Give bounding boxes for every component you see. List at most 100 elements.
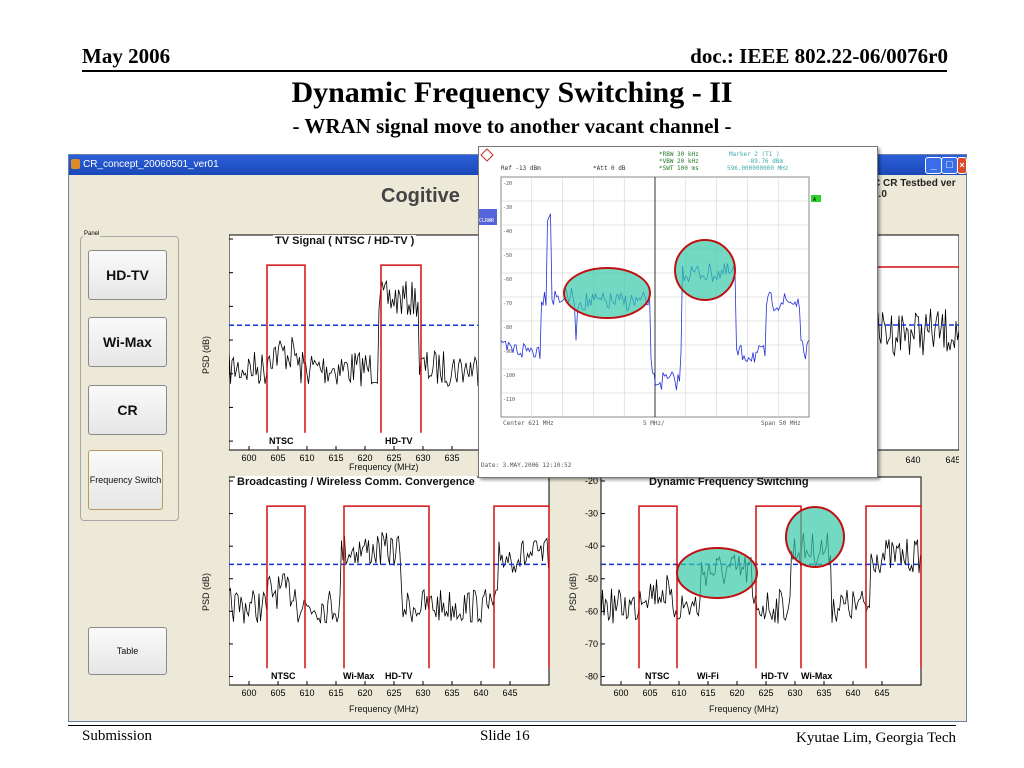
- x-tick-label: 610: [671, 688, 686, 698]
- x-tick-label: 600: [241, 453, 256, 463]
- dfs-plot-title: Dynamic Frequency Switching: [647, 476, 811, 488]
- signal-label: Wi-Max: [801, 671, 832, 681]
- analyzer-display: *RBW 30 kHz*VBW 20 kHz*SWT 100 ms Ref -13…: [479, 148, 821, 469]
- frequency-switch-button[interactable]: Frequency Switch: [88, 450, 163, 510]
- analyzer-ytick: -30: [503, 205, 512, 211]
- channel-mask: [266, 264, 306, 433]
- footer-left: Submission: [82, 728, 153, 744]
- tv-ylabel: PSD (dB): [201, 335, 212, 375]
- dfs-xlabel: Frequency (MHz): [709, 704, 779, 714]
- div-label: 5 MHz/: [643, 420, 665, 427]
- x-tick-label: 645: [502, 688, 517, 698]
- analyzer-ellipse-right: [674, 239, 736, 301]
- analyzer-ytick: -40: [503, 229, 512, 235]
- window-title: CR_concept_20060501_ver01: [83, 159, 219, 170]
- x-tick-label: 600: [241, 688, 256, 698]
- close-icon[interactable]: ×: [957, 157, 967, 174]
- marker-value: -89.76 dBm: [747, 158, 784, 165]
- x-tick-label: 620: [357, 688, 372, 698]
- x-tick-label: 605: [642, 688, 657, 698]
- x-tick-label: 645: [874, 688, 889, 698]
- wifi-ellipse: [676, 547, 758, 599]
- convergence-plot-title: Broadcasting / Wireless Comm. Convergenc…: [235, 476, 477, 488]
- panel-label: Panel: [83, 231, 101, 237]
- signal-label: NTSC: [271, 671, 296, 681]
- dfs-plot: -20 -30 -40 -50 -60 -70 -80 600 605 610 615 620 625 6…: [585, 476, 922, 698]
- y-tick-label: -60: [585, 606, 598, 616]
- slide-number: Slide 16: [480, 728, 530, 744]
- hdtv-button[interactable]: HD-TV: [88, 250, 167, 300]
- channel-mask: [755, 505, 802, 669]
- analyzer-trace: [500, 212, 809, 391]
- x-tick-label: 635: [444, 453, 459, 463]
- rbw-label: *RBW 30 kHz: [659, 151, 699, 158]
- bc-ylabel: PSD (dB): [201, 572, 212, 612]
- signal-label: HD-TV: [385, 436, 413, 446]
- x-tick-label: 600: [613, 688, 628, 698]
- analyzer-ytick: -80: [503, 325, 512, 331]
- psd-trace: [869, 308, 959, 357]
- x-tick-label: 610: [299, 453, 314, 463]
- x-tick-label: 625: [386, 453, 401, 463]
- channel-mask: [380, 264, 422, 433]
- analyzer-ytick: -60: [503, 277, 512, 283]
- center-label: Center 621 MHz: [503, 420, 554, 427]
- channel-mask: [343, 505, 430, 669]
- analyzer-ytick: -110: [503, 397, 515, 403]
- x-tick-label: 605: [270, 453, 285, 463]
- att-label: *Att 0 dB: [593, 165, 626, 172]
- convergence-plot: -20-30-40-50-60-70-806006056106156206256…: [229, 476, 550, 698]
- x-tick-label: 615: [328, 688, 343, 698]
- slide-date: May 2006: [82, 44, 171, 68]
- x-tick-label: 620: [729, 688, 744, 698]
- x-tick-label: 635: [444, 688, 459, 698]
- signal-label: Wi-Max: [343, 671, 374, 681]
- tv-xlabel: Frequency (MHz): [349, 462, 419, 472]
- y-tick-label: -40: [585, 541, 598, 551]
- x-tick-label: 640: [905, 455, 920, 465]
- signal-label: NTSC: [269, 436, 294, 446]
- x-tick-label: 610: [299, 688, 314, 698]
- minimize-icon[interactable]: _: [925, 157, 942, 174]
- channel-mask: [266, 505, 306, 669]
- x-tick-label: 630: [415, 688, 430, 698]
- ref-label: Ref -13 dBm: [501, 165, 541, 172]
- x-tick-label: 620: [357, 453, 372, 463]
- spectrum-analyzer-screenshot: *RBW 30 kHz *VBW 20 kHz *SWT 100 ms Ref -13…: [478, 146, 878, 478]
- slide-title: Dynamic Frequency Switching - II: [291, 76, 733, 109]
- x-tick-label: 640: [473, 688, 488, 698]
- x-tick-label: 625: [386, 688, 401, 698]
- x-tick-label: 630: [415, 453, 430, 463]
- swt-label: *SWT 100 ms: [659, 165, 699, 172]
- signal-label: HD-TV: [385, 671, 413, 681]
- plot-area: [600, 476, 922, 686]
- table-button[interactable]: Table: [88, 627, 167, 675]
- analyzer-ellipse-left: [563, 267, 651, 319]
- x-tick-label: 615: [328, 453, 343, 463]
- span-label: Span 50 MHz: [761, 420, 801, 427]
- y-tick-label: -80: [585, 672, 598, 682]
- analyzer-ytick: -90: [503, 349, 512, 355]
- marker-label: Marker 2 (T1 ): [729, 151, 780, 158]
- signal-label: NTSC: [645, 671, 670, 681]
- channel-mask: [493, 505, 550, 669]
- bc-xlabel: Frequency (MHz): [349, 704, 419, 714]
- footer-author: Kyutae Lim, Georgia Tech: [795, 730, 956, 746]
- side-tag: [479, 209, 497, 225]
- vbw-label: *VBW 20 kHz: [659, 158, 699, 165]
- y-tick-label: -50: [585, 574, 598, 584]
- channel-mask: [638, 505, 678, 669]
- marker-icon: [480, 148, 494, 162]
- header-rule: [82, 70, 947, 72]
- channel-mask: [865, 505, 922, 669]
- wimax-button[interactable]: Wi-Max: [88, 317, 167, 367]
- y-tick-label: -30: [585, 509, 598, 519]
- cr-button[interactable]: CR: [88, 385, 167, 435]
- control-panel: [80, 236, 179, 521]
- x-tick-label: 625: [758, 688, 773, 698]
- doc-id: doc.: IEEE 802.22-06/0076r0: [690, 44, 948, 68]
- maximize-icon[interactable]: □: [941, 157, 958, 174]
- marker-freq: 596.000000000 MHz: [727, 165, 789, 172]
- analyzer-ytick: -100: [503, 373, 515, 379]
- a-indicator-label: A: [813, 197, 816, 203]
